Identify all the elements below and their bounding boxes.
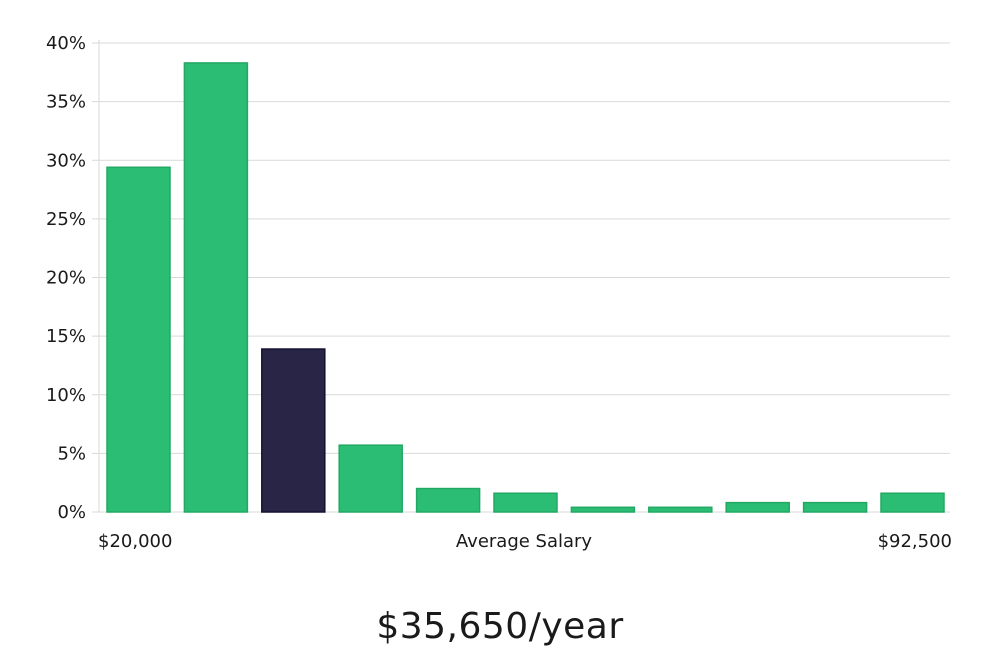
salary-histogram-chart: 0% 5% 10% 15% 20% 25% 30% 35% 40% $20,000 Averag… — [46, 33, 952, 552]
y-tick-label: 25% — [46, 209, 86, 230]
average-salary-headline: $35,650/year — [376, 606, 624, 647]
y-axis: 0% 5% 10% 15% 20% 25% 30% 35% 40% — [46, 33, 100, 523]
bar — [106, 166, 171, 513]
y-tick-label: 5% — [57, 443, 86, 464]
x-axis-max-label: $92,500 — [878, 531, 952, 552]
y-tick-label: 15% — [46, 326, 86, 347]
y-tick-label: 40% — [46, 33, 86, 54]
highlighted-bar — [261, 348, 326, 513]
x-axis-min-label: $20,000 — [98, 531, 172, 552]
bar — [338, 444, 403, 513]
bar — [880, 492, 945, 513]
bar — [493, 492, 558, 513]
bar — [183, 62, 249, 513]
bar — [648, 506, 713, 513]
y-tick-label: 20% — [46, 268, 86, 289]
bars — [106, 62, 945, 513]
y-tick-label: 0% — [57, 502, 86, 523]
x-axis-title: Average Salary — [456, 531, 593, 552]
y-tick-label: 30% — [46, 150, 86, 171]
bar — [802, 501, 868, 513]
bar — [725, 501, 790, 513]
y-tick-label: 10% — [46, 385, 86, 406]
bar — [415, 487, 481, 513]
bar — [570, 506, 636, 513]
y-tick-label: 35% — [46, 92, 86, 113]
